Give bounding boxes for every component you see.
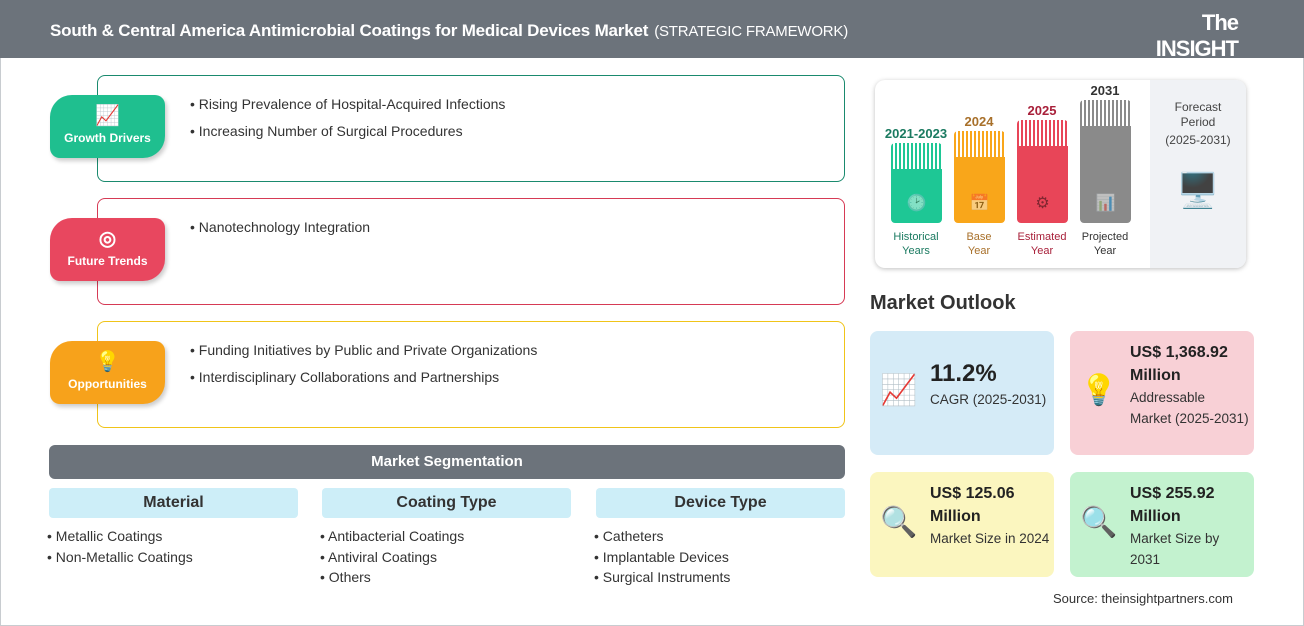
outlook-value: US$ 125.06 Million bbox=[930, 485, 1015, 525]
header-bar bbox=[0, 0, 1304, 58]
analytics-illustration-icon: 🖥️ bbox=[1176, 172, 1220, 210]
magnifier-dollar-icon: 🔍 bbox=[880, 505, 918, 539]
outlook-card: 📈 11.2% CAGR (2025-2031) bbox=[870, 331, 1054, 455]
timeline-year: 2024 bbox=[964, 114, 994, 129]
dollar-lightbulb-icon: 💡 bbox=[1080, 374, 1118, 407]
growth-drivers-badge: 📈 Growth Drivers bbox=[50, 95, 165, 158]
timeline-label-line: Projected bbox=[1081, 231, 1129, 243]
outlook-value: 11.2% bbox=[930, 360, 997, 387]
history-clock-icon: 🕑 bbox=[906, 195, 927, 212]
timeline-label-line: Base bbox=[966, 231, 992, 243]
badge-label: Opportunities bbox=[68, 377, 147, 391]
outlook-description: Market Size by 2031 bbox=[1130, 531, 1220, 567]
outlook-description: CAGR (2025-2031) bbox=[930, 392, 1047, 407]
timeline-card: 2021-2023 🕑 Historical Years 2024 📅 Base Ye… bbox=[875, 80, 1246, 268]
timeline-label-line: Estimated bbox=[1017, 231, 1067, 243]
timeline-year: 2021-2023 bbox=[884, 126, 948, 141]
outlook-description: Market Size in 2024 bbox=[930, 531, 1050, 546]
forecast-label: Forecast bbox=[1174, 100, 1222, 114]
list-item: Interdisciplinary Collaborations and Par… bbox=[190, 369, 537, 385]
timeline-year: 2031 bbox=[1090, 83, 1120, 98]
material-list: Metallic CoatingsNon-Metallic Coatings bbox=[47, 526, 193, 567]
page-title: South & Central America Antimicrobial Co… bbox=[50, 21, 848, 41]
list-item: Antiviral Coatings bbox=[320, 547, 464, 568]
timeline-bar: 📊 bbox=[1080, 100, 1131, 223]
badge-label: Future Trends bbox=[67, 254, 148, 268]
list-item: Surgical Instruments bbox=[594, 567, 731, 588]
title-text: South & Central America Antimicrobial Co… bbox=[50, 21, 649, 40]
presentation-chart-icon: 📊 bbox=[1095, 195, 1116, 212]
timeline-label-line: Year bbox=[1030, 245, 1054, 257]
forecast-period: Forecast Period (2025-2031) 🖥️ bbox=[1150, 80, 1246, 268]
list-item: Funding Initiatives by Public and Privat… bbox=[190, 342, 538, 358]
target-icon: ◎ bbox=[98, 228, 117, 250]
timeline-year: 2025 bbox=[1027, 103, 1057, 118]
list-item: Rising Prevalence of Hospital-Acquired I… bbox=[190, 96, 506, 112]
timeline-label: Estimated Year bbox=[1007, 230, 1077, 258]
timeline-label-line: Historical bbox=[893, 231, 939, 243]
outlook-card: 🔍 US$ 255.92 Million Market Size by 2031 bbox=[1070, 472, 1254, 577]
segment-header-material: Material bbox=[49, 488, 298, 518]
coating-type-list: Antibacterial CoatingsAntiviral Coatings… bbox=[320, 526, 464, 588]
settings-chart-icon: ⚙ bbox=[1035, 195, 1050, 212]
future-trends-box bbox=[97, 198, 845, 305]
lightbulb-hand-icon: 💡 bbox=[95, 351, 120, 373]
list-item: Increasing Number of Surgical Procedures bbox=[190, 123, 505, 139]
outlook-value: US$ 255.92 Million bbox=[1130, 485, 1215, 525]
segmentation-title: Market Segmentation bbox=[49, 445, 845, 479]
logo: The INSIGHT Partners bbox=[1155, 10, 1239, 71]
list-item: Catheters bbox=[594, 526, 730, 547]
growth-drivers-list: Rising Prevalence of Hospital-Acquired I… bbox=[190, 96, 506, 150]
opportunities-badge: 💡 Opportunities bbox=[50, 341, 165, 404]
future-trends-badge: ◎ Future Trends bbox=[50, 218, 165, 281]
forecast-label: Period bbox=[1180, 115, 1216, 129]
list-item: Metallic Coatings bbox=[47, 526, 193, 547]
outlook-value: US$ 1,368.92 Million bbox=[1130, 344, 1228, 384]
title-subtitle: (STRATEGIC FRAMEWORK) bbox=[654, 23, 849, 40]
forecast-range: (2025-2031) bbox=[1165, 133, 1231, 147]
outlook-description: Addressable Market (2025-2031) bbox=[1130, 390, 1249, 426]
timeline-bar: 🕑 bbox=[891, 143, 942, 223]
timeline-label: Projected Year bbox=[1070, 230, 1140, 258]
timeline-label: Historical Years bbox=[881, 230, 951, 258]
timeline-label: Base Year bbox=[944, 230, 1014, 258]
outlook-card: 🔍 US$ 125.06 Million Market Size in 2024 bbox=[870, 472, 1054, 577]
list-item: Antibacterial Coatings bbox=[320, 526, 464, 547]
segment-header-coating-type: Coating Type bbox=[322, 488, 571, 518]
calendar-icon: 📅 bbox=[969, 195, 990, 212]
market-outlook-title: Market Outlook bbox=[870, 292, 1016, 314]
list-item: Others bbox=[320, 567, 464, 588]
bar-chart-growth-icon: 📈 bbox=[95, 105, 120, 127]
opportunities-list: Funding Initiatives by Public and Privat… bbox=[190, 342, 538, 396]
list-item: Nanotechnology Integration bbox=[190, 219, 370, 235]
device-type-list: CathetersImplantable DevicesSurgical Ins… bbox=[594, 526, 731, 588]
badge-label: Growth Drivers bbox=[64, 131, 151, 145]
segment-header-device-type: Device Type bbox=[596, 488, 845, 518]
timeline-label-line: Year bbox=[1093, 245, 1117, 257]
magnifier-dollar-icon: 🔍 bbox=[1080, 505, 1118, 539]
timeline-bar: 📅 bbox=[954, 131, 1005, 223]
timeline-bar: ⚙ bbox=[1017, 120, 1068, 223]
timeline-label-line: Year bbox=[967, 245, 991, 257]
outlook-card: 💡 US$ 1,368.92 Million Addressable Market… bbox=[1070, 331, 1254, 455]
source-text: Source: theinsightpartners.com bbox=[1053, 591, 1233, 606]
future-trends-list: Nanotechnology Integration bbox=[190, 219, 370, 246]
list-item: Non-Metallic Coatings bbox=[47, 547, 193, 568]
timeline-label-line: Years bbox=[902, 245, 930, 257]
list-item: Implantable Devices bbox=[594, 547, 730, 568]
growth-chart-icon: 📈 bbox=[880, 374, 918, 407]
